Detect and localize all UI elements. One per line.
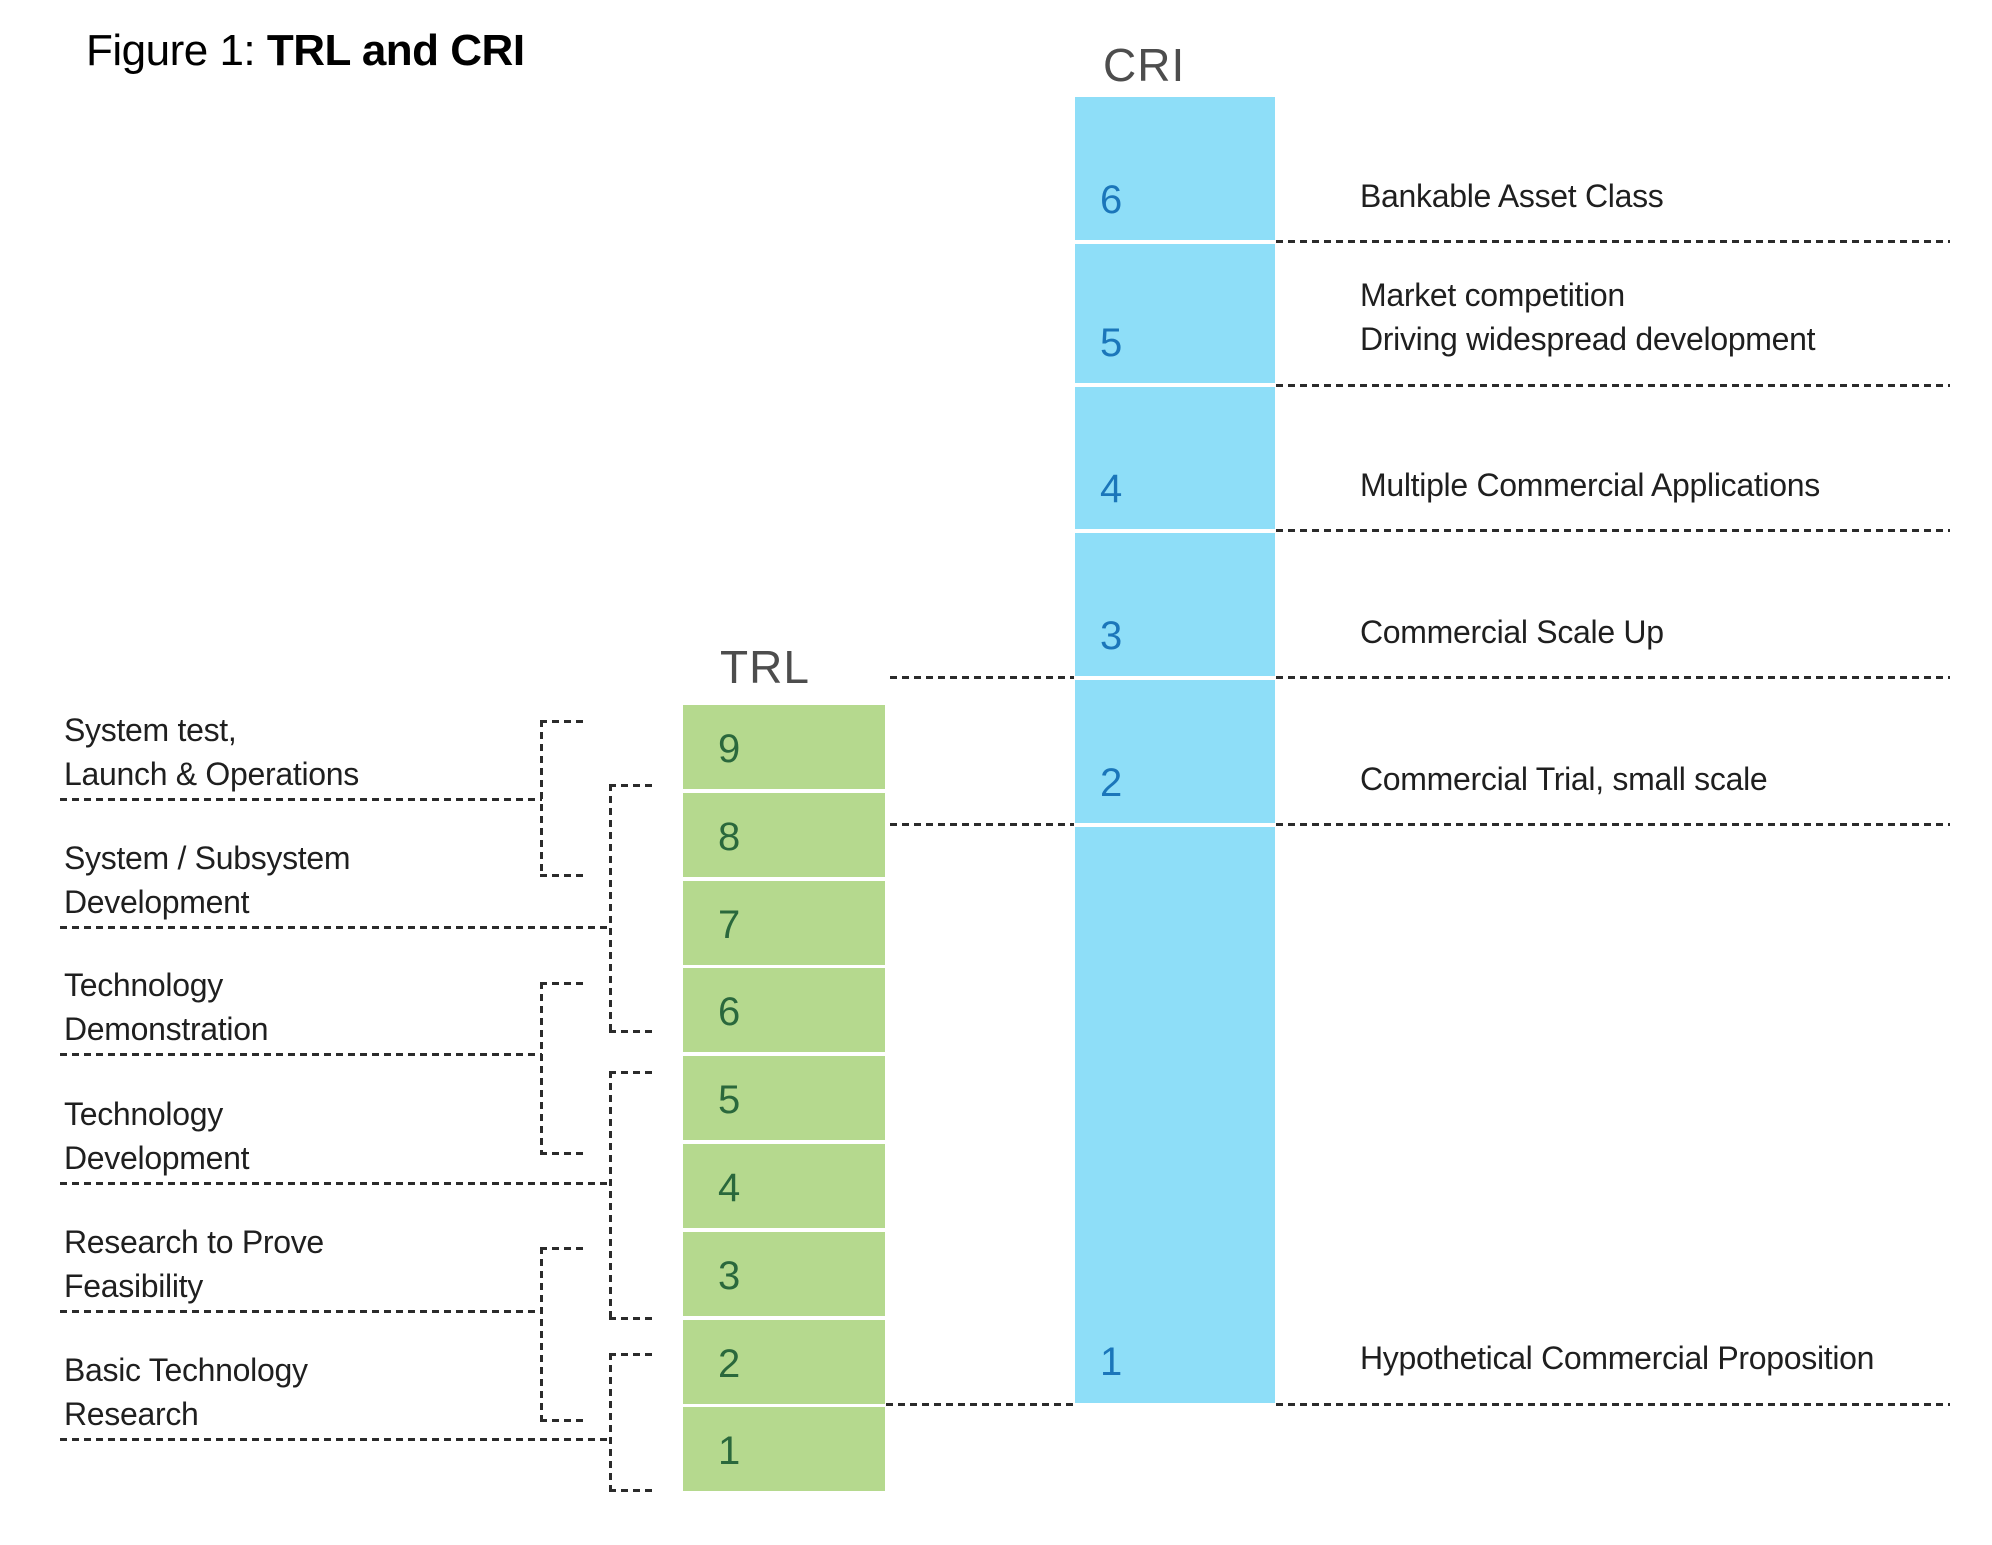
phase-separator-line-1 [60, 798, 542, 801]
phase-label-line: Technology [64, 1096, 223, 1132]
phase-label-system-subsystem: System / Subsystem Development [64, 836, 494, 924]
phase-bracket-3-vertical [540, 982, 543, 1155]
phase-label-line: Technology [64, 967, 223, 1003]
cri-level-label-2: Commercial Trial, small scale [1360, 761, 1768, 797]
trl-level-box-5: 5 [683, 1056, 885, 1140]
figure-title-prefix: Figure 1: [86, 26, 267, 75]
trl-level-number: 6 [718, 990, 741, 1034]
trl-level-box-7: 7 [683, 881, 885, 965]
figure-title: Figure 1: TRL and CRI [86, 26, 525, 76]
cri-boundary-line-5-4 [1276, 384, 1950, 387]
trl-level-box-2: 2 [683, 1320, 885, 1404]
trl-level-number: 2 [718, 1342, 741, 1386]
phase-bracket-1-bottom-tick [540, 874, 588, 877]
trl-header: TRL [720, 641, 810, 693]
cri-segment-4 [1075, 387, 1275, 529]
cri-level-number-1: 1 [1100, 1340, 1123, 1384]
trl-level-number: 8 [718, 815, 741, 859]
phase-bracket-6-bottom-tick [609, 1489, 657, 1492]
phase-bracket-3-top-tick [540, 982, 588, 985]
cri-segment-6 [1075, 97, 1275, 240]
cri-boundary-line-2-1 [1276, 823, 1950, 826]
cri-level-label-1: Hypothetical Commercial Proposition [1360, 1340, 1875, 1376]
trl-cri-connector-line-top [890, 676, 1074, 679]
cri-level-number-4: 4 [1100, 467, 1123, 511]
phase-bracket-3-bottom-tick [540, 1152, 588, 1155]
phase-label-line: Feasibility [64, 1268, 203, 1304]
trl-level-number: 4 [718, 1166, 741, 1210]
phase-label-line: Development [64, 884, 250, 920]
phase-label-line: System test, [64, 712, 237, 748]
phase-bracket-1-vertical [540, 720, 543, 877]
phase-bracket-2-bottom-tick [609, 1030, 657, 1033]
cri-segment-1 [1075, 827, 1275, 1403]
cri-level-label-6: Bankable Asset Class [1360, 178, 1664, 214]
phase-label-line: Research [64, 1396, 199, 1432]
trl-cri-connector-line-middle [890, 823, 1074, 826]
cri-segment-5 [1075, 244, 1275, 383]
phase-separator-line-4 [60, 1182, 611, 1185]
phase-bracket-5-vertical [540, 1247, 543, 1422]
trl-level-box-9: 9 [683, 705, 885, 789]
phase-label-research-feasibility: Research to Prove Feasibility [64, 1220, 494, 1308]
figure-title-bold: TRL and CRI [266, 26, 525, 75]
cri-level-number-6: 6 [1100, 178, 1123, 222]
trl-cri-connector-line-bottom [886, 1403, 1074, 1406]
phase-bracket-2-top-tick [609, 784, 657, 787]
cri-boundary-line-6-5 [1276, 240, 1950, 243]
phase-bracket-2-vertical [609, 784, 612, 1033]
cri-boundary-line-4-3 [1276, 529, 1950, 532]
trl-level-number: 5 [718, 1078, 741, 1122]
cri-boundary-line-1-bottom [1276, 1403, 1950, 1406]
trl-level-box-3: 3 [683, 1232, 885, 1316]
phase-label-tech-demonstration: Technology Demonstration [64, 963, 494, 1051]
phase-label-line: Launch & Operations [64, 756, 359, 792]
trl-level-box-1: 1 [683, 1407, 885, 1491]
cri-level-label-5-line1: Market competition [1360, 277, 1625, 313]
phase-label-line: Research to Prove [64, 1224, 324, 1260]
trl-level-number: 3 [718, 1254, 741, 1298]
cri-level-label-5: Market competition Driving widespread de… [1360, 273, 1816, 361]
trl-level-number: 1 [718, 1429, 741, 1473]
phase-bracket-1-top-tick [540, 720, 588, 723]
phase-label-line: Development [64, 1140, 250, 1176]
phase-bracket-5-bottom-tick [540, 1419, 588, 1422]
cri-level-label-5-line2: Driving widespread development [1360, 321, 1816, 357]
cri-boundary-line-3-2 [1276, 676, 1950, 679]
phase-separator-line-3 [60, 1053, 542, 1056]
cri-level-label-3: Commercial Scale Up [1360, 614, 1664, 650]
phase-bracket-5-top-tick [540, 1247, 588, 1250]
phase-separator-line-2 [60, 926, 611, 929]
phase-label-line: Demonstration [64, 1011, 269, 1047]
cri-level-number-5: 5 [1100, 321, 1123, 365]
cri-level-number-2: 2 [1100, 761, 1123, 805]
phase-bracket-6-vertical [609, 1353, 612, 1492]
trl-level-box-8: 8 [683, 793, 885, 877]
trl-level-number: 7 [718, 903, 741, 947]
trl-level-box-4: 4 [683, 1144, 885, 1228]
cri-header: CRI [1103, 39, 1186, 91]
trl-level-number: 9 [718, 727, 741, 771]
phase-separator-line-5 [60, 1310, 542, 1313]
cri-segment-2 [1075, 680, 1275, 823]
phase-label-basic-research: Basic Technology Research [64, 1348, 494, 1436]
phase-bracket-6-top-tick [609, 1353, 657, 1356]
phase-label-system-test: System test, Launch & Operations [64, 708, 494, 796]
phase-bracket-4-vertical [609, 1071, 612, 1320]
cri-segment-3 [1075, 533, 1275, 676]
phase-separator-line-6 [60, 1438, 611, 1441]
phase-bracket-4-bottom-tick [609, 1317, 657, 1320]
trl-level-box-6: 6 [683, 968, 885, 1052]
phase-bracket-4-top-tick [609, 1071, 657, 1074]
phase-label-line: Basic Technology [64, 1352, 308, 1388]
cri-level-number-3: 3 [1100, 614, 1123, 658]
phase-label-tech-development: Technology Development [64, 1092, 494, 1180]
cri-level-label-4: Multiple Commercial Applications [1360, 467, 1820, 503]
phase-label-line: System / Subsystem [64, 840, 351, 876]
